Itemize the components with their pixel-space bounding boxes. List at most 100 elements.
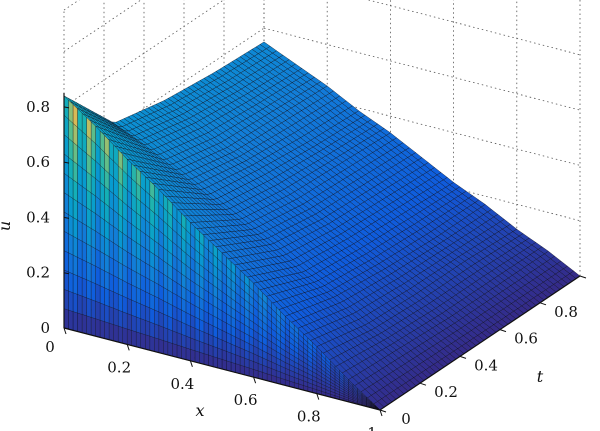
front-face-cell [63, 211, 69, 234]
front-face-cell [122, 248, 128, 268]
front-face-cell [149, 321, 155, 338]
front-face-cell [99, 319, 105, 339]
front-face-cell [145, 305, 150, 323]
front-face-cell [131, 284, 137, 303]
front-face-cell [154, 337, 159, 353]
front-face-cell [99, 302, 105, 322]
front-face-cell [99, 268, 105, 289]
front-face-cell [145, 334, 150, 351]
front-face-cell [81, 167, 87, 190]
front-face-cell [108, 239, 114, 260]
front-face-cell [127, 266, 132, 286]
front-face-cell [122, 264, 128, 283]
front-face-cell [68, 99, 74, 124]
front-face-cell [122, 295, 128, 314]
front-face-cell [158, 338, 164, 354]
front-face-cell [72, 254, 78, 277]
front-face-cell [221, 349, 227, 362]
front-face-cell [145, 262, 150, 280]
front-face-cell [68, 233, 74, 256]
front-face-cell [122, 311, 128, 330]
front-face-cell [194, 327, 200, 342]
front-face-cell [95, 283, 101, 304]
front-face-cell [81, 314, 87, 335]
front-face-cell [158, 311, 164, 328]
front-face-cell [68, 176, 74, 199]
front-face-cell [176, 307, 182, 323]
front-face-cell [140, 274, 146, 292]
front-face-cell [95, 230, 101, 252]
front-face-cell [81, 222, 87, 244]
front-face-cell [122, 280, 128, 299]
front-face-cell [113, 324, 119, 343]
front-face-cell [90, 281, 96, 302]
front-face-cell [72, 311, 78, 332]
front-face-cell [190, 325, 196, 340]
u-tick-label: 0.4 [26, 208, 50, 226]
front-face-cell [194, 350, 200, 364]
front-face-cell [127, 297, 132, 316]
front-face-cell [149, 307, 155, 324]
front-face-cell [63, 134, 69, 158]
front-face-cell [145, 276, 150, 295]
front-face-cell [185, 347, 191, 361]
front-face-cell [199, 340, 205, 354]
front-face-cell [158, 297, 164, 315]
x-tick-label: 1 [367, 424, 377, 431]
front-face-cell [113, 275, 119, 295]
front-face-cell [149, 279, 155, 297]
front-face-cell [185, 323, 191, 339]
front-face-cell [145, 320, 150, 337]
front-face-cell [140, 318, 146, 335]
front-face-cell [72, 217, 78, 239]
front-face-cell [140, 289, 146, 307]
u-tick-label: 0.6 [26, 153, 50, 171]
u-tick-label: 0.8 [26, 98, 50, 116]
front-face-cell [90, 210, 96, 232]
front-face-cell [181, 333, 187, 349]
front-face-cell [63, 230, 69, 254]
front-face-cell [154, 295, 159, 313]
front-face-cell [63, 250, 69, 273]
front-face-cell [77, 257, 83, 279]
x-axis-label: x [195, 401, 204, 420]
front-face-cell [176, 319, 182, 335]
front-face-cell [203, 353, 209, 366]
front-face-cell [99, 233, 105, 255]
front-face-cell [208, 354, 214, 367]
front-face-cell [145, 291, 150, 309]
front-face-cell [127, 328, 132, 346]
x-tick-label: 0.8 [297, 408, 321, 426]
front-face-cell [86, 297, 92, 318]
front-face-cell [181, 321, 187, 337]
t-tick-label: 0.4 [474, 356, 498, 374]
front-face-cell [190, 349, 196, 363]
front-face-cell [158, 325, 164, 341]
t-tick-label: 0.2 [434, 383, 458, 401]
front-face-cell [108, 306, 114, 325]
front-face-cell [104, 287, 110, 307]
front-face-cell [203, 342, 209, 356]
front-face-cell [131, 254, 137, 273]
z-axis-label: u [0, 221, 14, 231]
front-face-cell [113, 242, 119, 263]
front-face-cell [104, 304, 110, 324]
front-face-cell [77, 275, 83, 297]
front-face-cell [77, 182, 83, 205]
front-face-cell [99, 251, 105, 272]
front-face-cell [95, 213, 101, 235]
front-face-cell [86, 243, 92, 265]
front-face-cell [68, 252, 74, 275]
front-face-cell [104, 236, 110, 257]
front-face-cell [212, 356, 218, 368]
front-face-cell [63, 172, 69, 196]
front-face-cell [63, 289, 69, 311]
front-face-cell [172, 305, 178, 321]
grid-line [263, 27, 581, 111]
front-face-cell [163, 326, 168, 343]
t-tick-mark [579, 275, 587, 279]
front-face-cell [68, 214, 74, 237]
t-tick-mark [419, 382, 427, 386]
t-tick-mark [459, 355, 467, 359]
front-face-cell [172, 330, 178, 346]
